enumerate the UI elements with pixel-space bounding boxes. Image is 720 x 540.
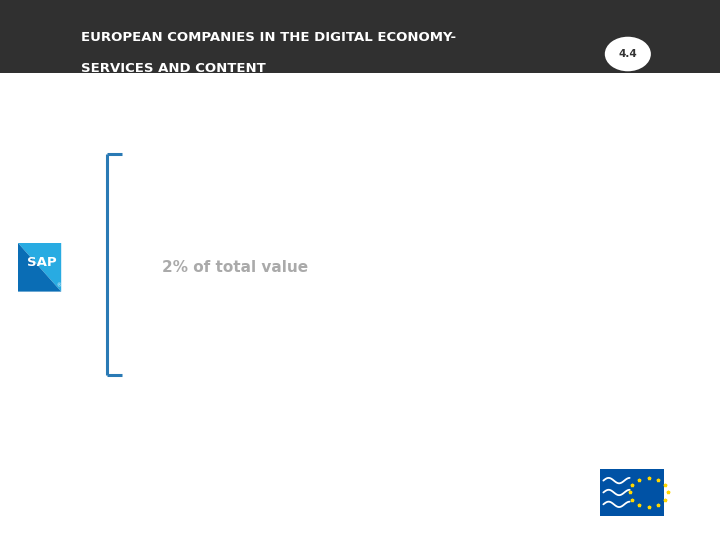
Circle shape <box>605 37 651 71</box>
Polygon shape <box>18 243 61 292</box>
Bar <box>0 0 720 73</box>
Text: 4.4: 4.4 <box>618 49 637 59</box>
Bar <box>600 469 664 516</box>
Text: SAP: SAP <box>27 256 57 269</box>
Polygon shape <box>18 243 61 292</box>
Text: SERVICES AND CONTENT: SERVICES AND CONTENT <box>81 62 266 75</box>
Text: EUROPEAN COMPANIES IN THE DIGITAL ECONOMY-: EUROPEAN COMPANIES IN THE DIGITAL ECONOM… <box>81 31 456 44</box>
Text: ®: ® <box>56 284 60 288</box>
Text: 2% of total value: 2% of total value <box>162 260 308 275</box>
